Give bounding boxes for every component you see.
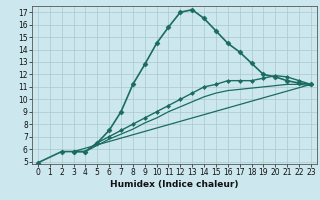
X-axis label: Humidex (Indice chaleur): Humidex (Indice chaleur)	[110, 180, 239, 189]
